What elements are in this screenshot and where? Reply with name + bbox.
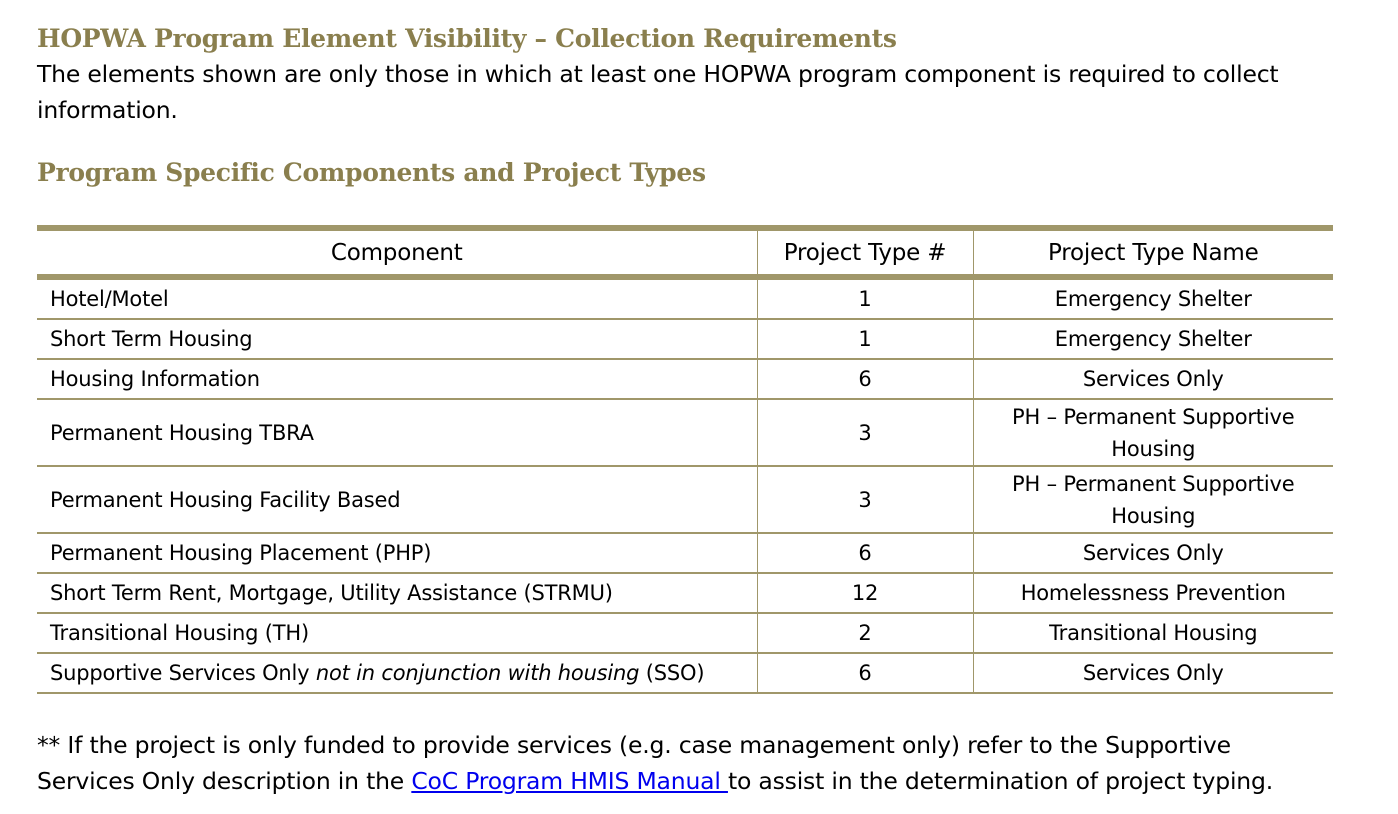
type-name-cell: PH – Permanent Supportive Housing (972, 399, 1333, 467)
component-cell: Short Term Housing (37, 319, 757, 360)
type-number-cell: 3 (756, 399, 973, 467)
type-number-cell: 1 (756, 319, 973, 360)
component-cell: Supportive Services Only not in conjunct… (37, 653, 757, 694)
footnote-text-end: to assist in the determination of projec… (727, 767, 1273, 795)
table-row: Hotel/Motel 1 Emergency Shelter (37, 277, 1333, 320)
table-row: Short Term Housing 1 Emergency Shelter (37, 319, 1333, 360)
type-name-cell: Emergency Shelter (972, 319, 1333, 360)
type-name-cell: PH – Permanent Supportive Housing (972, 466, 1333, 534)
component-cell: Transitional Housing (TH) (37, 613, 757, 654)
table-row: Supportive Services Only not in conjunct… (37, 653, 1333, 694)
type-number-cell: 6 (756, 653, 973, 694)
component-cell: Permanent Housing TBRA (37, 399, 757, 467)
footnote: ** If the project is only funded to prov… (37, 727, 1333, 799)
type-name-cell: Services Only (972, 653, 1333, 694)
type-number-cell: 3 (756, 466, 973, 534)
type-name-cell: Transitional Housing (972, 613, 1333, 654)
table-row: Permanent Housing TBRA 3 PH – Permanent … (37, 399, 1333, 467)
type-number-cell: 12 (756, 573, 973, 614)
type-name-cell: Services Only (972, 533, 1333, 574)
component-cell: Short Term Rent, Mortgage, Utility Assis… (37, 573, 757, 614)
header-component: Component (37, 228, 757, 280)
component-cell: Housing Information (37, 359, 757, 400)
type-name-cell: Services Only (972, 359, 1333, 400)
table-row: Housing Information 6 Services Only (37, 359, 1333, 400)
component-cell: Permanent Housing Facility Based (37, 466, 757, 534)
type-number-cell: 2 (756, 613, 973, 654)
table-row: Permanent Housing Facility Based 3 PH – … (37, 466, 1333, 534)
type-number-cell: 6 (756, 533, 973, 574)
coc-manual-link[interactable]: CoC Program HMIS Manual (411, 767, 728, 795)
component-text: Supportive Services Only (50, 661, 316, 685)
components-table: Component Project Type # Project Type Na… (37, 225, 1333, 694)
type-name-cell: Emergency Shelter (972, 277, 1333, 320)
header-project-type-name: Project Type Name (972, 228, 1333, 280)
component-text-suffix: (SSO) (639, 661, 705, 685)
type-number-cell: 6 (756, 359, 973, 400)
intro-text: The elements shown are only those in whi… (37, 60, 1279, 124)
type-number-cell: 1 (756, 277, 973, 320)
table-row: Short Term Rent, Mortgage, Utility Assis… (37, 573, 1333, 614)
table-row: Transitional Housing (TH) 2 Transitional… (37, 613, 1333, 654)
component-cell: Hotel/Motel (37, 277, 757, 320)
footnote-text: ** If the project is only funded to prov… (37, 731, 1231, 795)
header-project-type-number: Project Type # (756, 228, 973, 280)
table-header-row: Component Project Type # Project Type Na… (37, 228, 1333, 280)
document: HOPWA Program Element Visibility – Colle… (37, 22, 1333, 795)
component-italic-text: not in conjunction with housing (315, 661, 640, 685)
page-title: HOPWA Program Element Visibility – Colle… (37, 24, 897, 53)
type-name-cell: Homelessness Prevention (972, 573, 1333, 614)
component-cell: Permanent Housing Placement (PHP) (37, 533, 757, 574)
section-heading: Program Specific Components and Project … (37, 158, 706, 187)
table-row: Permanent Housing Placement (PHP) 6 Serv… (37, 533, 1333, 574)
